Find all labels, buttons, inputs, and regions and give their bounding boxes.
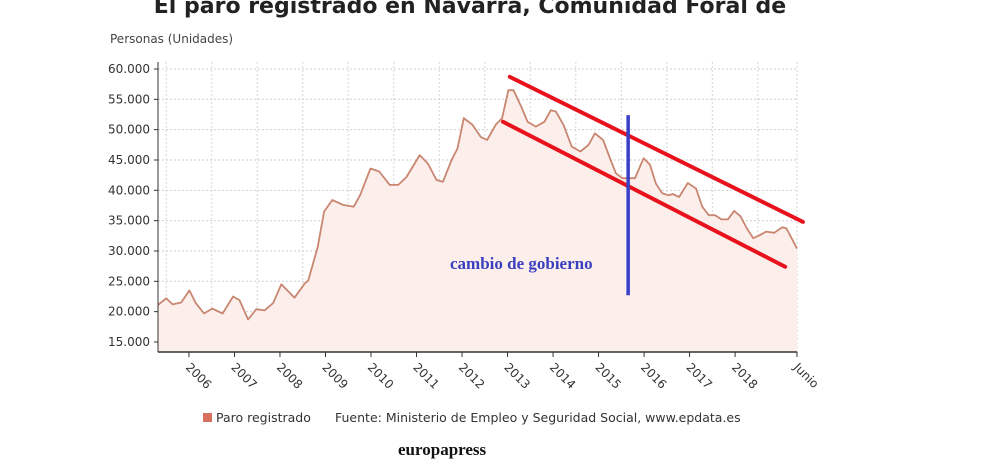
annotation-text: cambio de gobierno [450, 254, 593, 273]
y-tick-label: 40.000 [108, 183, 150, 197]
y-tick-label: 35.000 [108, 214, 150, 228]
series-line [157, 89, 798, 321]
y-tick-label: 60.000 [108, 62, 150, 76]
trend-line-lower [500, 119, 788, 269]
y-tick-label: 25.000 [108, 274, 150, 288]
y-tick-label: 55.000 [108, 92, 150, 106]
x-tick-label: 2013 [501, 360, 532, 391]
x-tick-label: 2011 [410, 360, 441, 391]
x-tick-label: 2006 [183, 360, 214, 391]
x-tick-label: Junio [790, 360, 821, 391]
legend-swatch [203, 413, 212, 422]
x-tick-label: 2012 [456, 360, 487, 391]
x-tick-label: 2015 [592, 360, 623, 391]
brand-text: europapress [398, 440, 487, 459]
y-tick-label: 50.000 [108, 123, 150, 137]
x-tick-label: 2016 [638, 360, 669, 391]
chart-title: El paro registrado en Navarra, Comunidad… [154, 0, 786, 19]
y-axis-title: Personas (Unidades) [110, 32, 233, 46]
y-tick-label: 20.000 [108, 305, 150, 319]
annotations [500, 74, 805, 296]
y-tick-label: 45.000 [108, 153, 150, 167]
series-area [158, 90, 797, 352]
x-tick-label: 2017 [683, 360, 714, 391]
series-paro-registrado [157, 89, 798, 352]
x-tick-label: 2008 [274, 360, 305, 391]
x-tick-label: 2018 [729, 360, 760, 391]
x-tick-label: 2009 [319, 360, 350, 391]
x-tick-label: 2010 [365, 360, 396, 391]
legend-label: Paro registrado [216, 410, 311, 425]
x-tick-label: 2014 [547, 360, 578, 391]
y-tick-label: 30.000 [108, 244, 150, 258]
y-tick-label: 15.000 [108, 335, 150, 349]
trend-line-upper [507, 74, 805, 224]
source-text: Fuente: Ministerio de Empleo y Seguridad… [335, 410, 741, 425]
x-tick-label: 2007 [228, 360, 259, 391]
